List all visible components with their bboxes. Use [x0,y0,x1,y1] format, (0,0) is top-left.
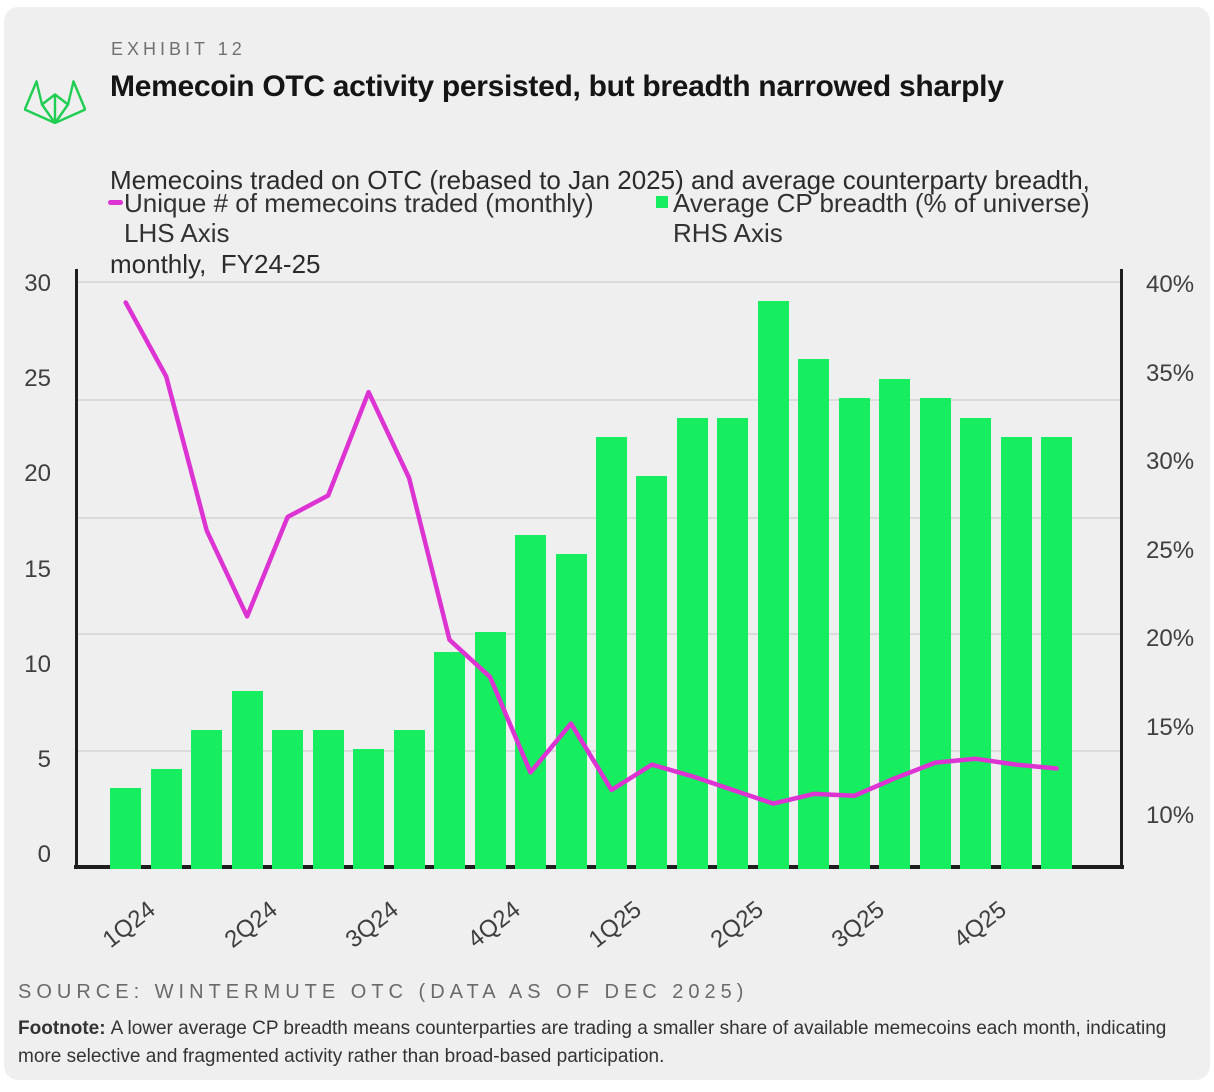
bar-month-12 [555,554,587,869]
footnote-label: Footnote: [18,1018,106,1039]
legend-bar-marker-icon [656,196,668,208]
left-axis-tick-10: 10 [24,650,51,678]
left-axis-line [75,269,78,869]
bar-month-17 [757,300,789,869]
left-axis-tick-20: 20 [24,460,51,487]
bar-month-22 [960,417,992,869]
gridline-0 [77,281,1121,283]
bar-month-11 [515,534,546,869]
bar-month-23 [1000,437,1032,869]
bar-month-21 [919,398,951,869]
legend-item-line: Unique # of memecoins traded (monthly) L… [124,188,594,248]
footnote: Footnote: A lower average CP breadth mean… [18,1015,1193,1071]
bar-month-8 [393,729,425,869]
bar-month-9 [434,651,465,869]
right-axis-tick-15%: 15% [1146,713,1195,741]
legend-line-sublabel: LHS Axis [124,218,230,248]
left-axis-tick-30: 30 [24,270,51,297]
right-axis-tick-30%: 30% [1146,448,1195,475]
bar-month-10 [474,632,506,869]
bar-month-14 [636,476,668,869]
right-axis-tick-40%: 40% [1146,271,1195,298]
right-axis-line [1120,269,1123,869]
bar-month-13 [596,437,627,869]
bar-month-19 [838,398,870,869]
bar-month-16 [717,417,749,869]
bar-month-2 [150,768,182,869]
bar-month-3 [191,729,223,869]
bar-month-5 [272,729,304,869]
bar-month-20 [879,378,911,869]
bar-month-18 [798,359,830,869]
chart-subtitle: Memecoins traded on OTC (rebased to Jan … [110,110,1090,334]
right-axis-tick-10%: 10% [1146,802,1195,829]
right-axis-tick-35%: 35% [1146,359,1195,387]
legend-line-label: Unique # of memecoins traded (monthly) [124,188,594,218]
page-title: Memecoin OTC activity persisted, but bre… [110,70,1004,103]
bar-month-1 [110,788,142,869]
bar-month-7 [353,749,385,869]
subtitle-line-2: monthly, FY24-25 [110,249,321,279]
left-axis-tick-25: 25 [24,365,51,392]
right-axis-tick-20%: 20% [1146,625,1195,652]
bar-month-6 [312,729,344,869]
right-axis-tick-25%: 25% [1146,536,1195,564]
wintermute-logo-icon [24,79,86,124]
gridline-1 [77,399,1121,401]
footnote-text: A lower average CP breadth means counter… [18,1018,1167,1067]
left-axis-tick-5: 5 [37,745,51,773]
legend-bar-label: Average CP breadth (% of universe) [673,188,1090,218]
legend-line-marker-icon [108,200,123,205]
subtitle-line-1: Memecoins traded on OTC (rebased to Jan … [110,165,1090,195]
source-line: SOURCE: WINTERMUTE OTC (DATA AS OF DEC 2… [18,981,749,1003]
left-axis-tick-15: 15 [24,555,51,583]
legend-bar-sublabel: RHS Axis [673,218,783,248]
left-axis-tick-0: 0 [37,841,51,868]
bar-month-4 [231,690,263,869]
exhibit-label: EXHIBIT 12 [111,39,246,59]
bar-month-24 [1041,437,1073,869]
bar-month-15 [676,417,708,869]
legend-item-bar: Average CP breadth (% of universe) RHS A… [673,188,1090,248]
